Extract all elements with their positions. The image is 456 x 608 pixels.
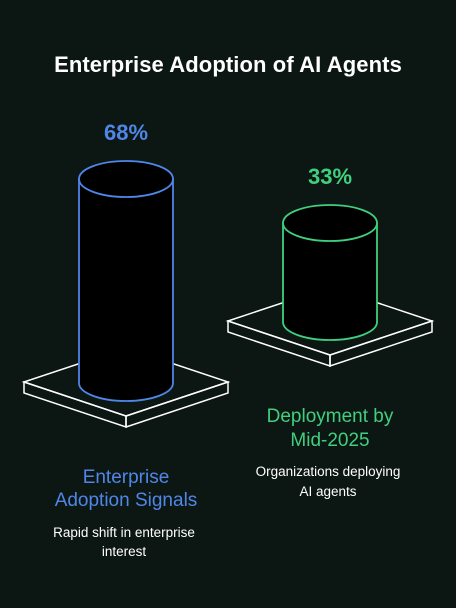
category-label-2-line-1: Deployment by	[267, 406, 394, 427]
bar-2-top	[282, 204, 378, 242]
cylinder-group-1: 68% Enterprise Adoption Signals Rapid sh…	[21, 120, 231, 559]
category-description-2-line-2: AI agents	[299, 484, 356, 499]
bar-1-top	[78, 160, 174, 198]
category-label-2-line-2: Mid-2025	[290, 430, 369, 451]
category-description-1-line-1: Rapid shift in enterprise	[53, 525, 195, 540]
bar-2	[282, 222, 378, 341]
category-description-1-line-2: interest	[102, 544, 147, 559]
chart-title: Enterprise Adoption of AI Agents	[54, 52, 402, 77]
category-label-1-line-1: Enterprise	[83, 467, 170, 488]
category-description-2-line-1: Organizations deploying	[256, 464, 401, 479]
category-label-1-line-2: Adoption Signals	[55, 490, 198, 511]
value-label-2: 33%	[308, 164, 352, 189]
bar-1	[78, 178, 174, 402]
cylinder-group-2: 33% Deployment by Mid-2025 Organizations…	[225, 164, 435, 499]
value-label-1: 68%	[104, 120, 148, 145]
